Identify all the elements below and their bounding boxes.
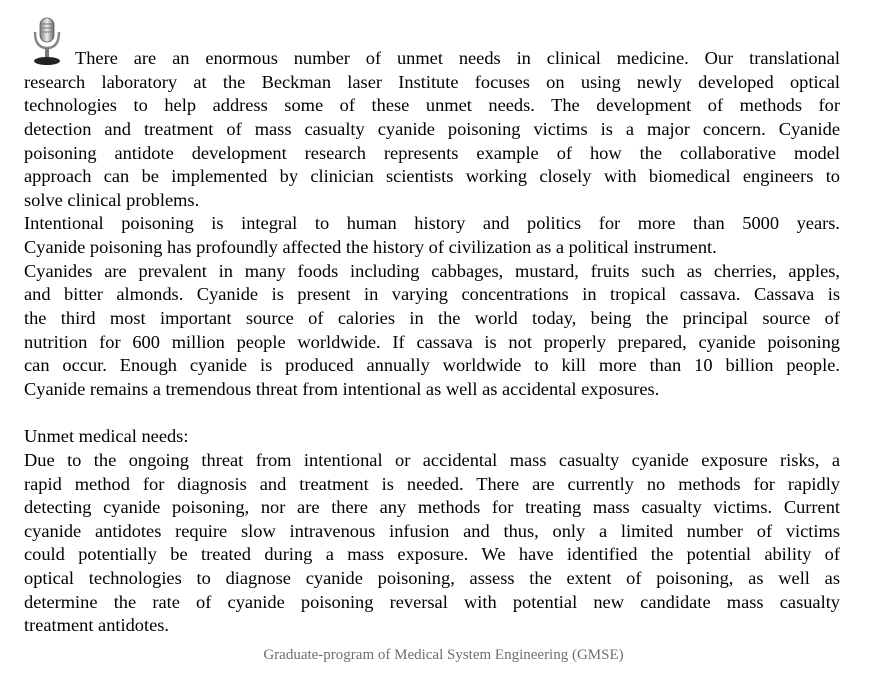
text-line: can occur. Enough cyanide is produced an…: [24, 355, 840, 376]
unmet-needs-heading: Unmet medical needs:: [24, 425, 840, 449]
text-line: approach can be implemented by clinician…: [24, 166, 840, 187]
microphone-icon: [33, 17, 61, 65]
history-paragraph: Intentional poisoning is integral to hum…: [24, 212, 840, 259]
document-body: There are an enormous number of unmet ne…: [24, 47, 840, 638]
intro-paragraph: There are an enormous number of unmet ne…: [24, 47, 840, 212]
text-line: optical technologies to diagnose cyanide…: [24, 568, 840, 589]
footer-caption: Graduate-program of Medical System Engin…: [263, 647, 624, 663]
text-line: technologies to help address some of the…: [24, 95, 840, 116]
text-line: could potentially be treated during a ma…: [24, 544, 840, 565]
text-line: detecting cyanide poisoning, nor are the…: [24, 497, 840, 518]
text-line: detection and treatment of mass casualty…: [24, 118, 840, 139]
sources-paragraph: Cyanides are prevalent in many foods inc…: [24, 260, 840, 402]
text-line: Unmet medical needs:: [24, 426, 189, 447]
text-line: Cyanide poisoning has profoundly affecte…: [24, 237, 717, 258]
text-line: and bitter almonds. Cyanide is present i…: [24, 284, 840, 305]
text-line: research laboratory at the Beckman laser…: [24, 71, 840, 92]
text-line: Intentional poisoning is integral to hum…: [24, 213, 840, 234]
text-line: Cyanide remains a tremendous threat from…: [24, 378, 660, 399]
text-line: solve clinical problems.: [24, 189, 200, 210]
text-line: There are an enormous number of unmet ne…: [75, 48, 840, 68]
text-line: treatment antidotes.: [24, 615, 170, 636]
text-line: the third most important source of calor…: [24, 308, 840, 329]
blank-line: [24, 402, 840, 426]
text-line: rapid method for diagnosis and treatment…: [24, 473, 840, 494]
text-line: Due to the ongoing threat from intention…: [24, 449, 840, 470]
unmet-needs-paragraph: Due to the ongoing threat from intention…: [24, 449, 840, 638]
text-line: cyanide antidotes require slow intraveno…: [24, 520, 840, 541]
text-line: poisoning antidote development research …: [24, 142, 840, 163]
text-line: Cyanides are prevalent in many foods inc…: [24, 260, 840, 281]
text-line: determine the rate of cyanide poisoning …: [24, 591, 840, 612]
text-line: nutrition for 600 million people worldwi…: [24, 331, 840, 352]
